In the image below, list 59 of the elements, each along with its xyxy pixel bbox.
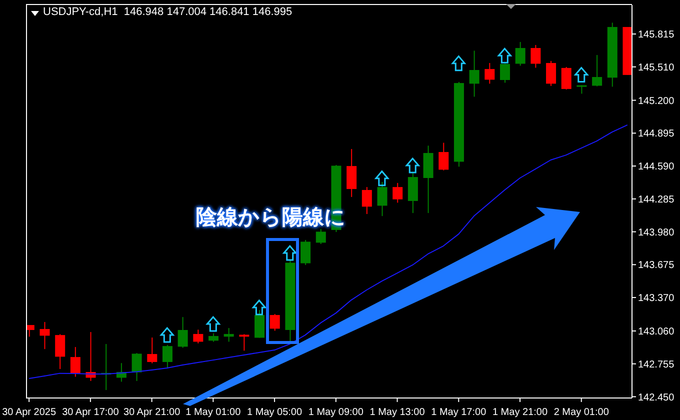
candlestick — [55, 334, 66, 370]
line-series — [28, 124, 628, 379]
x-tick-label: 1 May 17:00 — [431, 407, 487, 418]
y-tick-label: 143.980 — [638, 227, 675, 238]
candlestick — [239, 334, 250, 352]
candlestick — [530, 44, 541, 68]
candlestick — [193, 329, 204, 344]
candlestick — [224, 328, 234, 342]
x-tick-label: 1 May 21:00 — [492, 407, 548, 418]
x-tick-label: 1 May 09:00 — [308, 407, 364, 418]
chart-title: USDJPY-cd,H1 146.948 147.004 146.841 146.995 — [43, 6, 292, 18]
y-tick-label: 143.060 — [638, 326, 675, 338]
y-tick-label: 144.285 — [638, 194, 675, 206]
point — [406, 158, 420, 174]
candlestick — [270, 314, 280, 332]
candlestick — [392, 182, 403, 204]
x-tick-label: 30 Apr 2025 — [2, 407, 56, 418]
candlestick — [515, 41, 526, 66]
x-tick-label: 1 May 05:00 — [247, 407, 302, 418]
point — [498, 48, 512, 64]
candlestick — [500, 63, 510, 84]
candlestick — [469, 50, 480, 98]
candlestick — [316, 228, 326, 244]
candlestick — [132, 352, 142, 382]
candlestick — [484, 62, 495, 84]
candlestick — [346, 148, 357, 198]
y-tick-label: 143.370 — [638, 293, 675, 304]
candlestick — [178, 316, 188, 348]
point — [160, 327, 174, 343]
candlestick — [300, 239, 311, 266]
candlestick — [40, 322, 50, 350]
y-tick-label: 142.450 — [638, 392, 675, 404]
point — [375, 170, 389, 186]
candlestick — [561, 66, 572, 90]
y-tick-label: 145.510 — [638, 62, 675, 74]
y-tick-label: 142.755 — [638, 359, 675, 370]
candlestick — [147, 337, 158, 364]
candlestick — [592, 54, 602, 87]
point — [574, 66, 588, 82]
candlestick — [546, 60, 556, 86]
candlestick — [362, 186, 372, 215]
point — [252, 300, 266, 316]
x-tick-label: 30 Apr 21:00 — [123, 407, 181, 418]
y-tick-label: 145.200 — [638, 96, 675, 107]
point — [206, 316, 220, 332]
x-tick-label: 30 Apr 17:00 — [62, 407, 120, 418]
x-tick-label: 1 May 13:00 — [370, 407, 426, 418]
y-tick-label: 143.675 — [638, 260, 675, 272]
y-tick-label: 144.590 — [638, 162, 675, 173]
y-tick-label: 144.895 — [638, 128, 675, 140]
point — [283, 245, 297, 261]
x-tick-label: 2 May 01:00 — [554, 407, 610, 418]
x-tick-label: 1 May 01:00 — [186, 407, 242, 418]
y-tick-label: 145.815 — [638, 30, 675, 41]
candlestick — [70, 346, 80, 378]
candlestick — [162, 344, 172, 369]
point — [452, 56, 466, 72]
annotation: 陰線から陽線に — [196, 204, 346, 231]
candlestick — [438, 142, 449, 171]
